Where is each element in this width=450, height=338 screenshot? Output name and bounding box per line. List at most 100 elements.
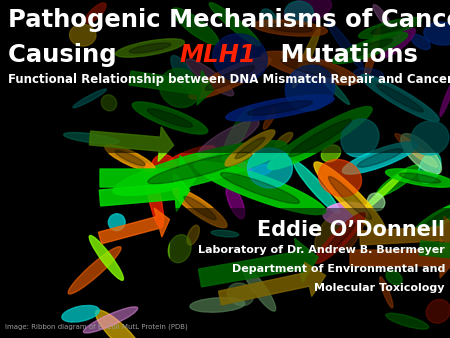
FancyArrow shape <box>129 70 213 105</box>
Ellipse shape <box>354 68 383 80</box>
Ellipse shape <box>69 24 96 46</box>
Ellipse shape <box>83 307 138 333</box>
Ellipse shape <box>304 57 322 70</box>
Ellipse shape <box>225 130 275 166</box>
Ellipse shape <box>377 84 423 112</box>
Ellipse shape <box>206 66 255 90</box>
Ellipse shape <box>101 95 117 111</box>
Text: Molecular Toxicology: Molecular Toxicology <box>315 283 445 293</box>
Ellipse shape <box>380 277 393 308</box>
Ellipse shape <box>386 270 402 285</box>
Ellipse shape <box>89 236 123 280</box>
Ellipse shape <box>213 34 267 82</box>
Ellipse shape <box>347 39 392 57</box>
Ellipse shape <box>341 119 379 157</box>
Ellipse shape <box>68 247 121 294</box>
Ellipse shape <box>289 119 351 156</box>
Ellipse shape <box>148 152 252 184</box>
Ellipse shape <box>152 154 175 177</box>
Ellipse shape <box>268 106 372 169</box>
Ellipse shape <box>359 18 422 39</box>
Ellipse shape <box>243 266 276 311</box>
Ellipse shape <box>129 43 171 53</box>
Ellipse shape <box>211 230 238 237</box>
Ellipse shape <box>248 148 292 188</box>
Ellipse shape <box>424 22 450 45</box>
Text: Eddie O’Donnell: Eddie O’Donnell <box>257 220 445 240</box>
FancyArrow shape <box>198 239 318 287</box>
Ellipse shape <box>235 137 265 159</box>
Ellipse shape <box>395 134 438 167</box>
Ellipse shape <box>173 188 227 228</box>
Ellipse shape <box>418 152 441 184</box>
Ellipse shape <box>426 299 450 323</box>
Ellipse shape <box>232 155 253 174</box>
Ellipse shape <box>166 146 215 167</box>
FancyArrow shape <box>350 238 450 278</box>
Ellipse shape <box>332 32 408 64</box>
Ellipse shape <box>293 27 320 88</box>
Ellipse shape <box>105 145 155 171</box>
Bar <box>0 0 450 153</box>
Ellipse shape <box>260 9 277 28</box>
Ellipse shape <box>62 306 99 322</box>
Ellipse shape <box>145 163 163 228</box>
Ellipse shape <box>113 141 287 195</box>
Ellipse shape <box>293 161 340 213</box>
Ellipse shape <box>373 5 392 29</box>
Ellipse shape <box>95 310 144 338</box>
Ellipse shape <box>116 39 184 57</box>
Ellipse shape <box>227 283 254 306</box>
Ellipse shape <box>440 81 450 116</box>
Text: Image: Ribbon diagram of E. Coli MutL Protein (PDB): Image: Ribbon diagram of E. Coli MutL Pr… <box>5 323 188 330</box>
Ellipse shape <box>357 149 403 167</box>
Ellipse shape <box>325 223 355 253</box>
Ellipse shape <box>189 57 271 99</box>
FancyArrow shape <box>419 236 450 271</box>
Bar <box>170 208 450 338</box>
Ellipse shape <box>315 208 353 251</box>
Ellipse shape <box>85 3 106 23</box>
Ellipse shape <box>248 164 273 177</box>
Ellipse shape <box>367 193 385 211</box>
Ellipse shape <box>424 209 450 227</box>
Ellipse shape <box>275 132 292 147</box>
Ellipse shape <box>184 196 216 220</box>
Ellipse shape <box>172 8 219 45</box>
Ellipse shape <box>319 160 361 196</box>
Ellipse shape <box>376 165 420 196</box>
Ellipse shape <box>343 204 367 249</box>
FancyArrow shape <box>100 155 196 200</box>
Ellipse shape <box>148 109 193 127</box>
Text: Department of Environmental and: Department of Environmental and <box>232 264 445 274</box>
Ellipse shape <box>268 24 312 32</box>
Ellipse shape <box>328 21 364 69</box>
Ellipse shape <box>263 108 276 129</box>
Ellipse shape <box>414 202 450 234</box>
Ellipse shape <box>194 161 326 215</box>
Ellipse shape <box>285 1 314 25</box>
Ellipse shape <box>115 150 145 166</box>
Text: Laboratory of Dr. Andrew B. Buermeyer: Laboratory of Dr. Andrew B. Buermeyer <box>198 245 445 255</box>
Ellipse shape <box>187 225 199 245</box>
Ellipse shape <box>342 142 418 174</box>
Ellipse shape <box>226 95 334 121</box>
Ellipse shape <box>63 132 119 144</box>
Ellipse shape <box>399 173 441 183</box>
Ellipse shape <box>132 102 208 134</box>
Ellipse shape <box>285 65 335 111</box>
Ellipse shape <box>190 298 245 312</box>
Ellipse shape <box>226 185 245 219</box>
Ellipse shape <box>386 313 428 329</box>
Text: Causing: Causing <box>8 43 125 67</box>
Ellipse shape <box>168 235 191 263</box>
FancyArrow shape <box>99 208 170 244</box>
Ellipse shape <box>386 169 450 187</box>
FancyArrow shape <box>360 216 450 251</box>
Ellipse shape <box>198 120 259 157</box>
Ellipse shape <box>159 69 201 107</box>
Ellipse shape <box>186 59 234 96</box>
Ellipse shape <box>220 172 300 203</box>
Ellipse shape <box>401 134 441 174</box>
Ellipse shape <box>323 202 368 224</box>
